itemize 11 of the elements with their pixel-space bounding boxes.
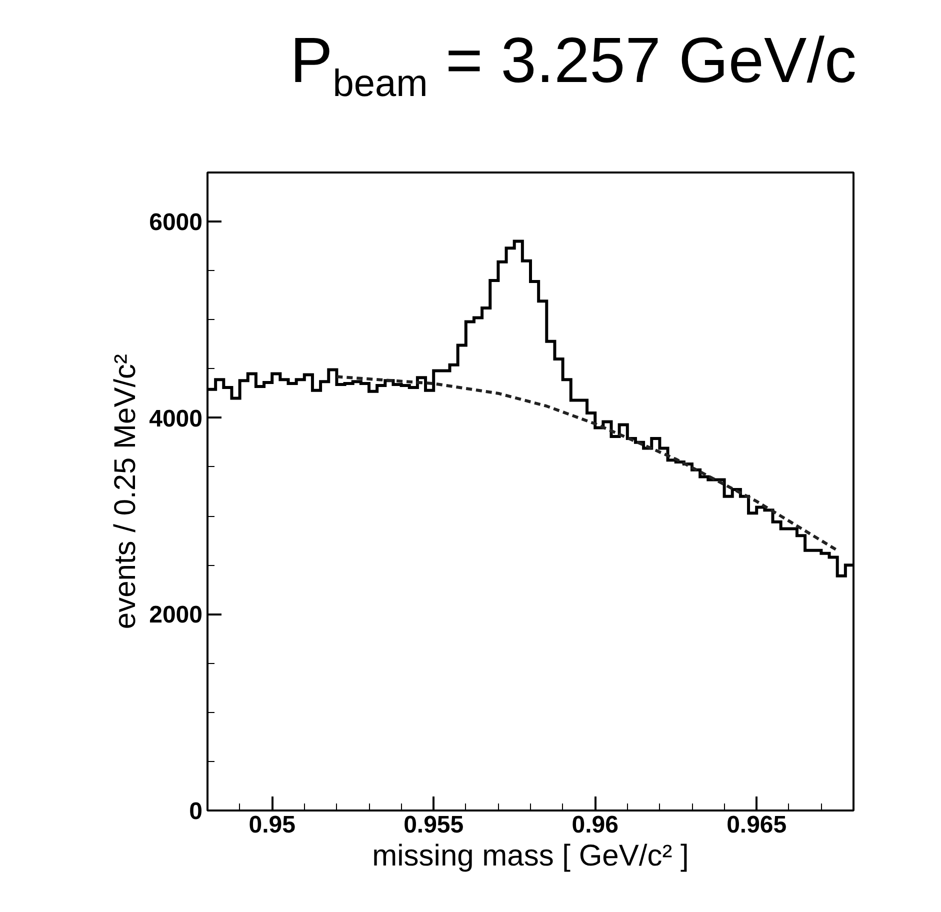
y-axis-title: events / 0.25 MeV/c²	[109, 354, 142, 630]
x-axis-title: missing mass [ GeV/c² ]	[372, 840, 689, 872]
chart-title: P$_{beam}$ = 3.257 GeV/c	[290, 23, 856, 107]
x-tick-label: 0.96	[572, 812, 618, 838]
x-tick-label: 0.95	[248, 812, 296, 838]
x-tick-label: 0.955	[404, 812, 464, 838]
y-tick-label: 4000	[149, 405, 202, 432]
y-tick-label: 6000	[149, 209, 202, 236]
y-tick-label: 0	[189, 798, 203, 825]
y-tick-label: 2000	[149, 602, 202, 629]
x-tick-label: 0.965	[726, 812, 787, 838]
